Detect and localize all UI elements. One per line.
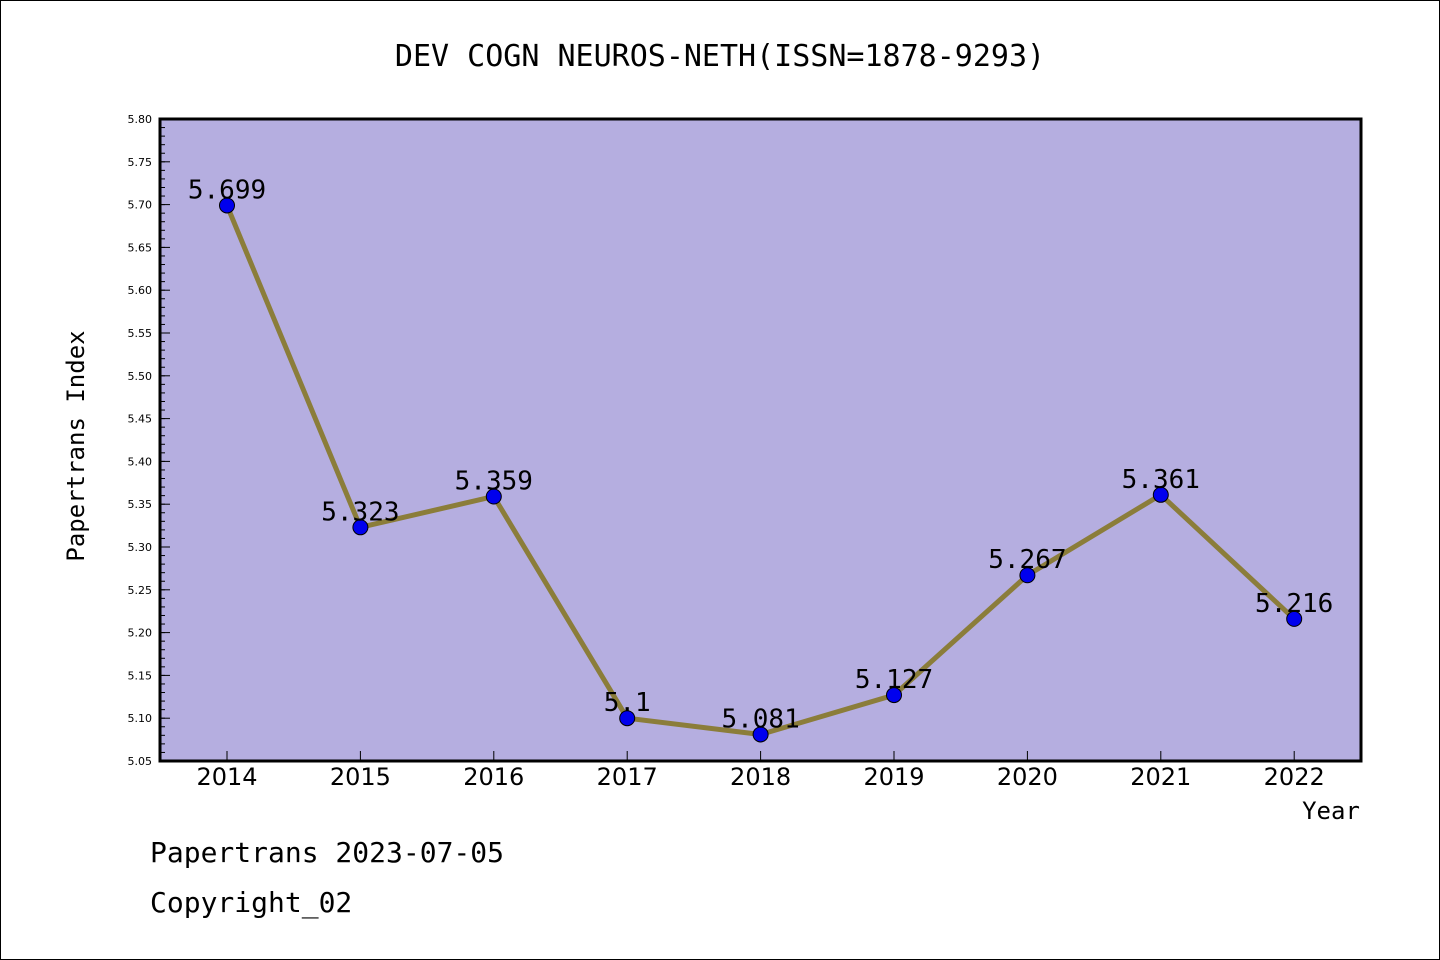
data-labels: 5.699 5.323 5.359 5.1 5.081 5.127 5.267 5.361 5.… <box>188 175 1333 734</box>
footer-date: Papertrans 2023-07-05 <box>150 836 505 869</box>
x-tick-label: 2014 <box>196 763 257 791</box>
x-tick-label: 2019 <box>863 763 924 791</box>
chart-title: DEV COGN NEUROS-NETH(ISSN=1878-9293) <box>395 39 1045 74</box>
data-point <box>1152 486 1169 503</box>
data-label: 5.359 <box>455 466 533 496</box>
y-tick-label: 5.30 <box>128 541 153 554</box>
plot-area <box>158 117 1363 763</box>
data-point <box>619 710 636 727</box>
x-tick-label: 2021 <box>1130 763 1191 791</box>
y-tick-label: 5.60 <box>128 284 153 297</box>
y-tick-label: 5.55 <box>128 327 153 340</box>
markers <box>219 197 1303 743</box>
y-tick-label: 5.40 <box>128 455 153 468</box>
y-tick-label: 5.50 <box>128 370 153 383</box>
x-tick-label: 2017 <box>597 763 658 791</box>
x-tick-label: 2015 <box>330 763 391 791</box>
x-tick-label: 2016 <box>463 763 524 791</box>
x-axis-label: Year <box>1302 797 1360 825</box>
x-tick-label: 2018 <box>730 763 791 791</box>
data-label: 5.267 <box>988 545 1066 575</box>
y-tick-label: 5.35 <box>128 498 153 511</box>
data-point <box>752 726 769 743</box>
data-point <box>886 687 902 704</box>
data-label: 5.127 <box>855 665 933 695</box>
data-label: 5.081 <box>721 704 799 734</box>
data-label: 5.323 <box>321 497 399 527</box>
y-tick-label: 5.65 <box>128 241 153 254</box>
data-point <box>485 488 502 505</box>
data-label: 5.699 <box>188 175 266 205</box>
x-axis: 2014 2015 2016 2017 2018 2019 2020 2021 2022 <box>196 751 1325 791</box>
data-point <box>219 197 235 214</box>
y-tick-label: 5.45 <box>128 413 153 426</box>
data-label: 5.1 <box>604 688 651 718</box>
y-tick-label: 5.80 <box>128 113 153 126</box>
y-axis: 5.05 5.10 5.15 5.20 5.25 5.30 5.35 5.40 5.45 5.50… <box>128 113 170 768</box>
data-label: 5.361 <box>1122 465 1200 495</box>
x-tick-label: 2022 <box>1264 763 1325 791</box>
data-label: 5.216 <box>1255 589 1333 619</box>
x-tick-label: 2020 <box>997 763 1058 791</box>
y-tick-label: 5.20 <box>128 627 153 640</box>
y-axis-label: Papertrans Index <box>62 330 90 561</box>
data-point <box>1286 610 1303 627</box>
y-tick-label: 5.15 <box>128 669 153 682</box>
data-point <box>352 519 369 536</box>
y-tick-label: 5.75 <box>128 156 153 169</box>
y-tick-label: 5.70 <box>128 199 153 212</box>
data-point <box>1019 567 1036 584</box>
y-tick-label: 5.25 <box>128 584 153 597</box>
y-tick-label: 5.10 <box>128 712 153 725</box>
y-tick-label: 5.05 <box>128 755 153 768</box>
footer-copyright: Copyright_02 <box>150 886 353 919</box>
